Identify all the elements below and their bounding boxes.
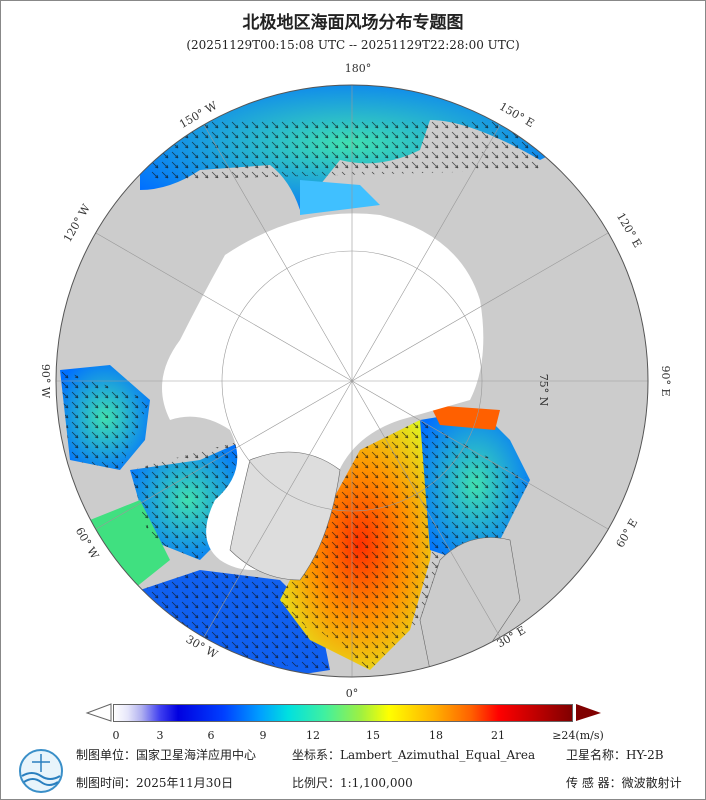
org-label: 制图单位：国家卫星海洋应用中心 (76, 748, 257, 762)
lon-label-180: 180° (345, 62, 372, 75)
colorbar-tick: 6 (207, 729, 215, 742)
colorbar-tick: 18 (429, 729, 443, 742)
graticule (56, 85, 648, 677)
colorbar-tick: 21 (491, 729, 505, 742)
colorbar-tick: 12 (306, 729, 320, 742)
colorbar-max-arrow (576, 704, 601, 721)
lon-label-60e: 60° E (614, 517, 641, 550)
colorbar-min-arrow (85, 703, 112, 722)
date-label: 制图时间：2025年11月30日 (76, 776, 234, 790)
wind-arrows (60, 120, 540, 670)
colorbar-tick: ≥24(m/s) (552, 729, 604, 742)
lon-label-120e: 120° E (614, 211, 644, 250)
crs-label: 坐标系：Lambert_Azimuthal_Equal_Area (292, 748, 536, 762)
map-subtitle: (20251129T00:15:08 UTC -- 20251129T22:28… (186, 38, 520, 52)
lon-label-90e: 90° E (659, 365, 672, 396)
map-border (55, 84, 649, 678)
colorbar (113, 704, 573, 722)
sensor-label: 传 感 器：微波散射计 (566, 776, 682, 790)
lon-label-150e: 150° E (497, 100, 536, 130)
lon-label-0: 0° (346, 687, 359, 700)
lon-label-120w: 120° W (61, 202, 93, 245)
colorbar-tick: 15 (366, 729, 380, 742)
colorbar-tick: 3 (156, 729, 164, 742)
wind-region-bering (300, 180, 380, 215)
lon-label-90w: 90° W (39, 364, 52, 399)
colorbar-tick: 9 (259, 729, 267, 742)
polar-map: 180° 150° W 120° W 90° W 60° W 30° W 0° … (39, 62, 672, 700)
colorbar-tick: 0 (112, 729, 120, 742)
wind-region-kara (430, 405, 500, 430)
map-title: 北极地区海面风场分布专题图 (242, 13, 464, 33)
nsoas-logo (19, 749, 63, 793)
satellite-label: 卫星名称：HY-2B (566, 748, 664, 762)
scale-label: 比例尺：1:1,100,000 (292, 776, 413, 790)
lat-label-75n: 75° N (537, 374, 550, 407)
arctic-ice-land (162, 213, 484, 570)
greenland (229, 451, 341, 581)
